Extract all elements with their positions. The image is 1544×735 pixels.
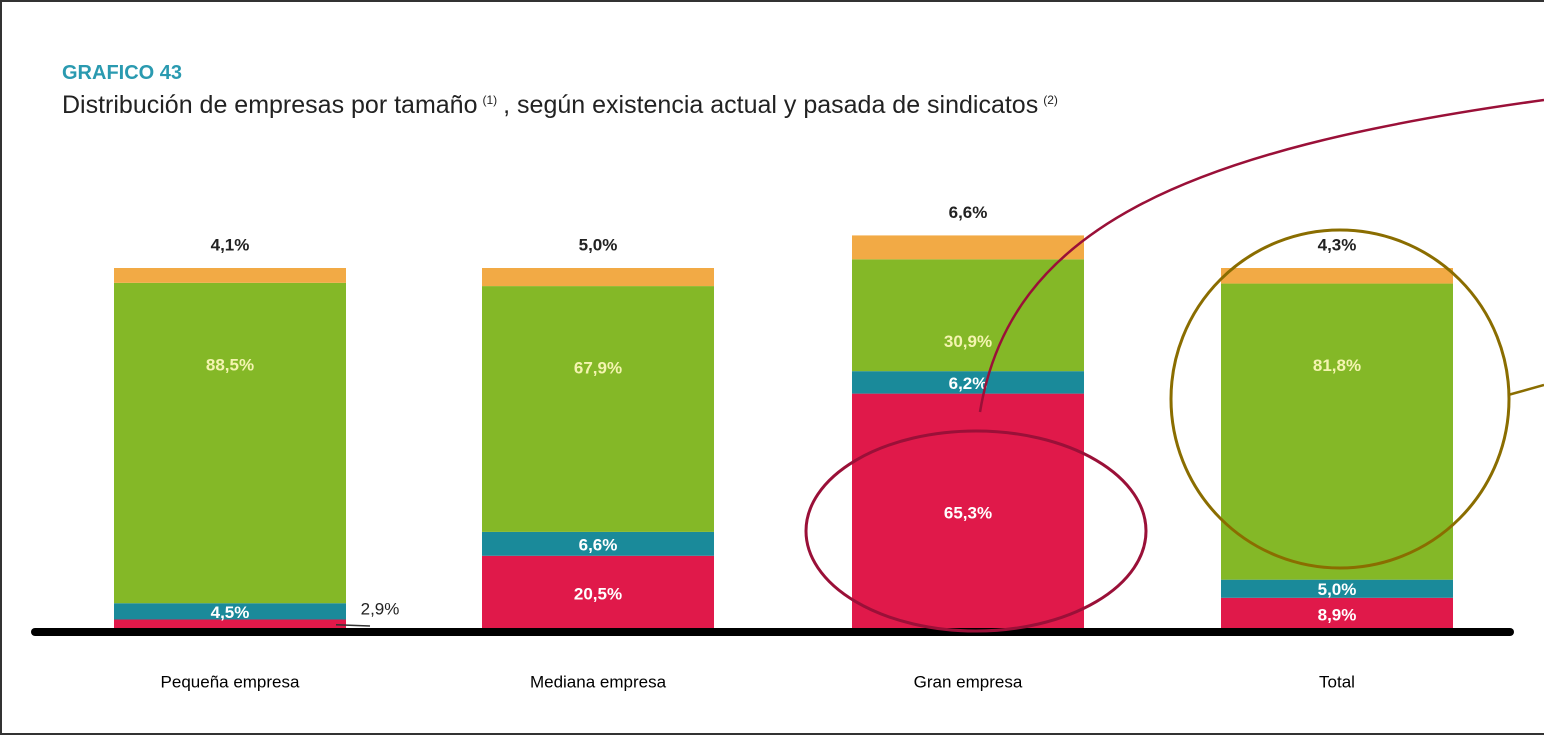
chart-label: GRAFICO 43 — [62, 62, 183, 84]
data-label: 4,1% — [211, 235, 250, 254]
bar-segment — [852, 259, 1084, 372]
bar-segment — [1221, 268, 1453, 284]
bar-segment — [114, 268, 346, 283]
x-tick-label: Total — [1319, 672, 1355, 691]
title-text: , según existencia actual y pasada de si… — [503, 91, 1039, 119]
data-label: 67,9% — [574, 359, 622, 378]
data-label: 30,9% — [944, 332, 992, 351]
bar-segment — [852, 393, 1084, 630]
bar-segment — [482, 555, 714, 630]
data-label: 5,0% — [579, 235, 618, 254]
header: GRAFICO 43 Distribución de empresas por … — [62, 62, 1064, 120]
data-label: 4,3% — [1318, 235, 1357, 254]
plot: Pequeña empresa 2,9% 4,5% 88,5% 4,1% Mediana … — [114, 203, 1453, 691]
x-tick-label: Pequeña empresa — [161, 672, 300, 691]
data-label: 2,9% — [361, 599, 400, 618]
bar-segment — [114, 619, 346, 630]
bar-segment — [482, 531, 714, 556]
data-label: 65,3% — [944, 503, 992, 522]
data-label: 20,5% — [574, 584, 622, 603]
data-label: 88,5% — [206, 355, 254, 374]
data-label: 6,2% — [949, 374, 988, 393]
highlight-ellipse — [804, 429, 1148, 633]
bar-segment — [1221, 597, 1453, 630]
callout-line — [978, 98, 1544, 413]
bar-segment — [852, 371, 1084, 394]
x-tick-label: Mediana empresa — [530, 672, 667, 691]
x-tick-label: Gran empresa — [914, 672, 1023, 691]
bar-segment — [482, 268, 714, 287]
data-label: 6,6% — [949, 203, 988, 222]
data-label: 4,5% — [211, 603, 250, 622]
highlight-circle — [1169, 228, 1511, 570]
title-text: Distribución de empresas por tamaño — [62, 91, 478, 119]
data-label: 5,0% — [1318, 580, 1357, 599]
data-label: 6,6% — [579, 535, 618, 554]
chart-title: Distribución de empresas por tamaño (1) , … — [62, 91, 1064, 120]
leader-line — [335, 624, 371, 627]
bar-segment — [1221, 283, 1453, 580]
title-note: (1) — [482, 92, 498, 107]
callout-line — [1507, 383, 1544, 397]
bar-segment — [852, 235, 1084, 260]
bar-segment — [482, 286, 714, 532]
data-label: 8,9% — [1318, 605, 1357, 624]
bar-segment — [114, 603, 346, 620]
bar-segment — [114, 282, 346, 604]
data-label: 81,8% — [1313, 356, 1361, 375]
bar-segment — [1221, 579, 1453, 598]
title-note: (2) — [1043, 92, 1058, 107]
